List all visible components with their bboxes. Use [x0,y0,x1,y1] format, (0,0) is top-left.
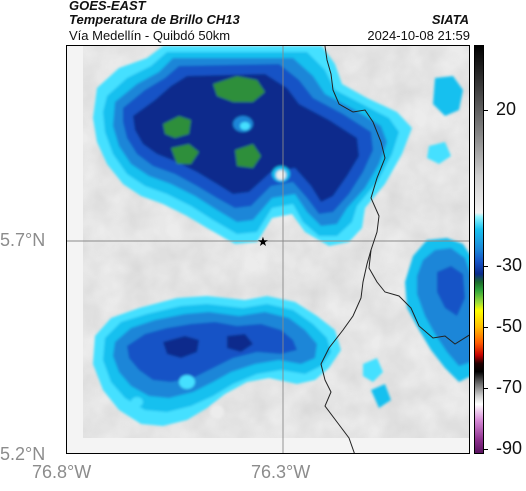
colorbar-label-minus50: -50 [496,316,523,336]
route-label: Vía Medellín - Quibdó 50km [69,28,231,43]
southeast-cloud-patches [363,238,469,408]
lat-label-north: 5.7°N [0,230,46,250]
northeast-cloud-patches [427,76,463,164]
satellite-title: GOES-EAST [69,0,146,13]
colorbar-label-20: 20 [496,99,517,119]
south-cloud-system [93,296,341,426]
satellite-map: ★ [66,45,470,454]
star-icon: ★ [257,235,269,250]
product-title: Temperatura de Brillo CH13 [69,12,240,27]
department-border [324,46,469,345]
org-label: SIATA [431,12,469,27]
lat-label-south: 5.2°N [0,444,46,464]
temperature-colorbar [474,45,484,454]
map-imagery: ★ [67,46,469,453]
north-cloud-system [93,46,412,246]
colorbar-label-minus30: -30 [496,255,523,275]
department-border-south [320,249,372,453]
colorbar-label-minus70: -70 [496,377,523,397]
lon-label-east: 76.3°W [251,462,311,482]
datetime-label: 2024-10-08 21:59 [367,28,470,43]
colorbar-label-minus90: -90 [496,438,523,458]
lon-label-west: 76.8°W [32,462,92,482]
